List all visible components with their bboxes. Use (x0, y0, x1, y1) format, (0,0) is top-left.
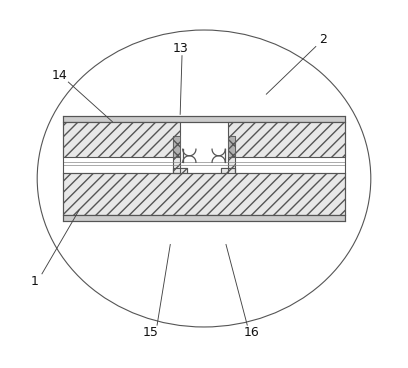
Polygon shape (63, 122, 180, 156)
Bar (63, 116, 345, 122)
Text: 13: 13 (172, 42, 188, 55)
Bar (228, 136, 235, 156)
Text: 16: 16 (244, 326, 259, 339)
Polygon shape (228, 122, 345, 156)
Bar (63, 215, 345, 221)
Polygon shape (173, 136, 180, 156)
Polygon shape (228, 136, 235, 156)
Polygon shape (221, 156, 235, 173)
Text: 2: 2 (319, 33, 327, 46)
Bar (173, 136, 180, 156)
Text: 14: 14 (51, 69, 67, 82)
Text: 15: 15 (143, 326, 159, 339)
Text: 1: 1 (31, 275, 39, 288)
Polygon shape (63, 167, 345, 215)
Polygon shape (180, 136, 228, 156)
Polygon shape (173, 156, 187, 173)
